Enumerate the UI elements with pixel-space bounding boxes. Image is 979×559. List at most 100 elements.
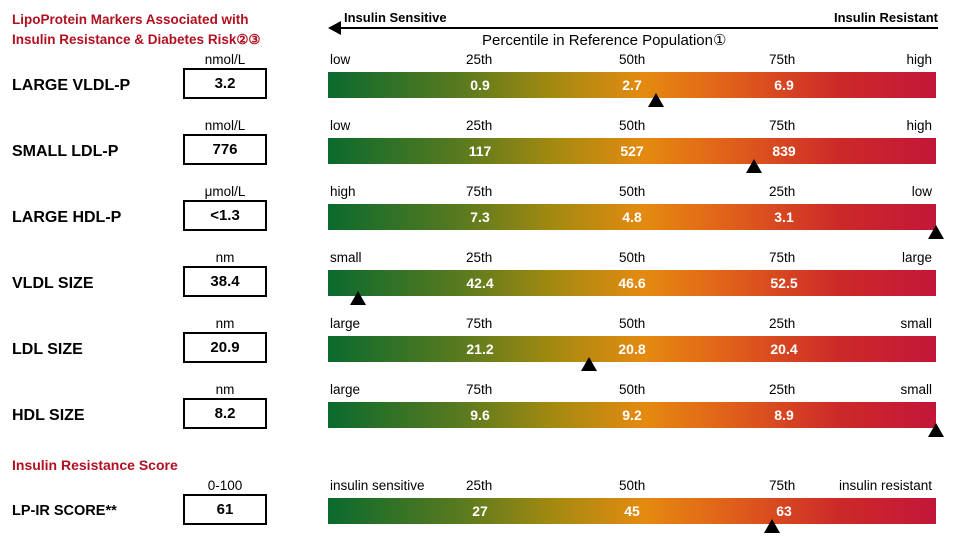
marker-value-box: 20.9 — [183, 332, 267, 363]
marker-unit: nmol/L — [204, 118, 246, 133]
marker-unit: 0-100 — [207, 478, 243, 493]
marker-name: HDL SIZE — [12, 407, 85, 424]
percentile-tick-label: 75th — [769, 478, 796, 493]
marker-row: LDL SIZE nm 20.9 large 75th 50th 25th small 21.2… — [0, 316, 979, 385]
marker-unit: nm — [215, 316, 235, 331]
percentile-tick-label: 50th — [619, 184, 646, 199]
score-section-title: Insulin Resistance Score — [12, 457, 178, 473]
marker-unit: nm — [215, 382, 235, 397]
percentile-gradient-bar — [328, 498, 936, 524]
percentile-bar-value: 0.9 — [470, 77, 490, 93]
percentile-tick-label: 75th — [769, 250, 796, 265]
marker-name: LARGE HDL-P — [12, 209, 122, 226]
percentile-bar-value: 7.3 — [470, 209, 490, 225]
patient-marker-triangle-icon — [928, 225, 944, 239]
insulin-sensitive-label: Insulin Sensitive — [344, 10, 447, 25]
marker-value-box: 38.4 — [183, 266, 267, 297]
report-title-line1: LipoProtein Markers Associated with — [12, 12, 249, 27]
percentile-tick-label: 50th — [619, 118, 646, 133]
percentile-bar-value: 9.2 — [622, 407, 642, 423]
patient-marker-triangle-icon — [745, 159, 762, 173]
percentile-tick-label: high — [906, 118, 932, 133]
percentile-bar-value: 839 — [772, 143, 796, 159]
percentile-tick-label: low — [911, 184, 932, 199]
marker-name: LARGE VLDL-P — [12, 77, 131, 94]
percentile-tick-label: large — [901, 250, 932, 265]
percentile-bar-value: 117 — [468, 143, 492, 159]
percentile-tick-label: 25th — [466, 118, 493, 133]
percentile-bar-value: 4.8 — [622, 209, 642, 225]
percentile-tick-label: 50th — [619, 478, 646, 493]
percentile-tick-label: 50th — [619, 250, 646, 265]
percentile-bar-value: 45 — [624, 503, 640, 519]
marker-unit: μmol/L — [204, 184, 246, 199]
marker-name: LP-IR SCORE** — [12, 503, 117, 519]
marker-value-box: 61 — [183, 494, 267, 525]
percentile-bar-value: 2.7 — [622, 77, 642, 93]
marker-name: LDL SIZE — [12, 341, 83, 358]
patient-marker-triangle-icon — [928, 423, 944, 437]
marker-value-box: 776 — [183, 134, 267, 165]
report-title-line2: Insulin Resistance & Diabetes Risk②③ — [12, 32, 261, 47]
percentile-bar-value: 8.9 — [774, 407, 794, 423]
patient-marker-triangle-icon — [581, 357, 598, 371]
percentile-tick-label: high — [906, 52, 932, 67]
percentile-tick-label: low — [330, 52, 351, 67]
percentile-subtitle: Percentile in Reference Population① — [482, 32, 727, 49]
percentile-tick-label: insulin resistant — [838, 478, 932, 493]
percentile-bar-value: 52.5 — [770, 275, 798, 291]
percentile-tick-label: 50th — [619, 382, 646, 397]
patient-marker-triangle-icon — [648, 93, 665, 107]
percentile-tick-label: 25th — [769, 382, 796, 397]
percentile-tick-label: 75th — [769, 118, 796, 133]
percentile-gradient-bar — [328, 204, 936, 230]
percentile-tick-label: 75th — [466, 184, 493, 199]
percentile-tick-label: 25th — [466, 478, 493, 493]
marker-unit: nm — [215, 250, 235, 265]
percentile-tick-label: 25th — [769, 316, 796, 331]
marker-value-box: 8.2 — [183, 398, 267, 429]
percentile-gradient-bar — [328, 72, 936, 98]
left-arrow-icon — [328, 21, 341, 35]
percentile-gradient-bar — [328, 270, 936, 296]
percentile-tick-label: low — [330, 118, 351, 133]
marker-value-box: 3.2 — [183, 68, 267, 99]
percentile-tick-label: insulin sensitive — [330, 478, 425, 493]
percentile-bar-value: 3.1 — [774, 209, 794, 225]
percentile-bar-value: 46.6 — [618, 275, 646, 291]
marker-row: LP-IR SCORE** 0-100 61 insulin sensitive 25t… — [0, 478, 979, 547]
insulin-resistant-label: Insulin Resistant — [833, 10, 938, 25]
marker-name: VLDL SIZE — [12, 275, 94, 292]
axis-line — [340, 27, 938, 29]
percentile-bar-value: 42.4 — [466, 275, 494, 291]
percentile-bar-value: 63 — [776, 503, 792, 519]
percentile-tick-label: 25th — [769, 184, 796, 199]
percentile-tick-label: 75th — [769, 52, 796, 67]
marker-row: HDL SIZE nm 8.2 large 75th 50th 25th small 9.6 9.… — [0, 382, 979, 451]
marker-row: VLDL SIZE nm 38.4 small 25th 50th 75th large 42.… — [0, 250, 979, 319]
percentile-tick-label: 50th — [619, 52, 646, 67]
percentile-tick-label: 75th — [466, 316, 493, 331]
percentile-bar-value: 27 — [472, 503, 488, 519]
marker-row: SMALL LDL-P nmol/L 776 low 25th 50th 75th high 1… — [0, 118, 979, 187]
patient-marker-triangle-icon — [763, 519, 780, 533]
percentile-tick-label: small — [900, 316, 932, 331]
percentile-gradient-bar — [328, 138, 936, 164]
marker-row: LARGE VLDL-P nmol/L 3.2 low 25th 50th 75th high… — [0, 52, 979, 121]
percentile-tick-label: large — [330, 382, 361, 397]
percentile-tick-label: high — [330, 184, 356, 199]
marker-unit: nmol/L — [204, 52, 246, 67]
percentile-gradient-bar — [328, 336, 936, 362]
marker-value-box: <1.3 — [183, 200, 267, 231]
percentile-bar-value: 20.4 — [770, 341, 798, 357]
percentile-bar-value: 6.9 — [774, 77, 794, 93]
percentile-tick-label: small — [330, 250, 362, 265]
marker-name: SMALL LDL-P — [12, 143, 119, 160]
percentile-bar-value: 21.2 — [466, 341, 494, 357]
patient-marker-triangle-icon — [350, 291, 367, 305]
percentile-bar-value: 527 — [620, 143, 644, 159]
percentile-tick-label: large — [330, 316, 361, 331]
percentile-tick-label: 25th — [466, 250, 493, 265]
percentile-tick-label: 75th — [466, 382, 493, 397]
percentile-tick-label: 25th — [466, 52, 493, 67]
